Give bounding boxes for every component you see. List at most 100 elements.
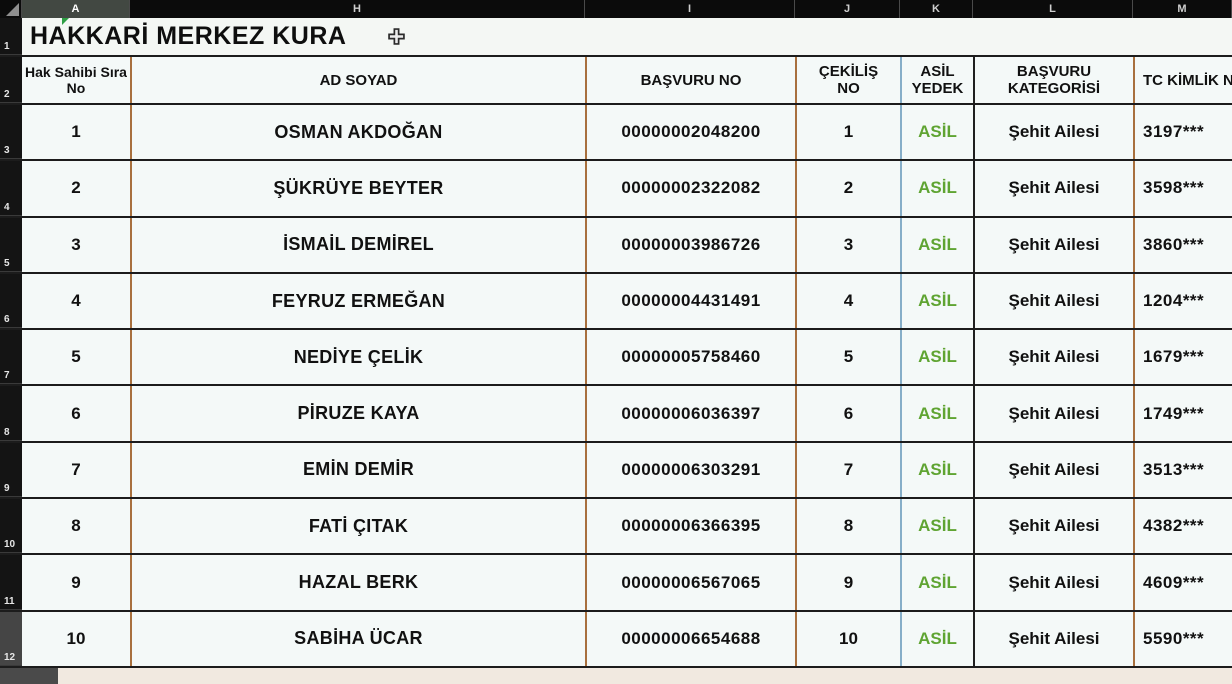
row-number[interactable]: 7 <box>0 330 22 385</box>
column-header-i[interactable]: I <box>585 0 795 18</box>
row-number[interactable]: 12 <box>0 611 22 666</box>
cell-basvuru-kategorisi[interactable]: Şehit Ailesi <box>973 442 1133 498</box>
cell-sira-no[interactable]: 5 <box>22 330 130 385</box>
column-header-j[interactable]: J <box>795 0 900 18</box>
cell-tc-kimlik[interactable]: 3513*** <box>1133 442 1232 498</box>
cell-ad-soyad[interactable]: FEYRUZ ERMEĞAN <box>130 273 585 329</box>
cell-cekilis-no[interactable]: 4 <box>795 273 900 329</box>
row-number[interactable]: 6 <box>0 273 22 329</box>
cell-basvuru-no[interactable]: 00000006567065 <box>585 555 795 610</box>
cell-ad-soyad[interactable]: NEDİYE ÇELİK <box>130 330 585 385</box>
column-header-k[interactable]: K <box>900 0 973 18</box>
cell-tc-kimlik[interactable]: 1679*** <box>1133 330 1232 385</box>
cell-basvuru-kategorisi[interactable]: Şehit Ailesi <box>973 330 1133 385</box>
row-number[interactable]: 3 <box>0 105 22 160</box>
column-header-l[interactable]: L <box>973 0 1133 18</box>
cell-basvuru-no[interactable]: 00000006036397 <box>585 386 795 441</box>
cell-sira-no[interactable]: 1 <box>22 105 130 160</box>
cell-basvuru-kategorisi[interactable]: Şehit Ailesi <box>973 273 1133 329</box>
row-number[interactable]: 4 <box>0 161 22 216</box>
cell-ad-soyad[interactable]: HAZAL BERK <box>130 555 585 610</box>
title-row: 1 HAKKARİ MERKEZ KURA <box>0 18 1232 57</box>
cell-sira-no[interactable]: 2 <box>22 161 130 216</box>
cell-ad-soyad[interactable]: ŞÜKRÜYE BEYTER <box>130 161 585 216</box>
header-basvuru-no[interactable]: BAŞVURU NO <box>585 57 795 103</box>
row-number[interactable]: 9 <box>0 442 22 498</box>
bottom-left-corner <box>0 667 58 684</box>
cell-basvuru-kategorisi[interactable]: Şehit Ailesi <box>973 217 1133 272</box>
cell-ad-soyad[interactable]: İSMAİL DEMİREL <box>130 217 585 272</box>
cell-basvuru-kategorisi[interactable]: Şehit Ailesi <box>973 386 1133 441</box>
row-number[interactable]: 1 <box>0 18 22 55</box>
sheet-title-cell[interactable]: HAKKARİ MERKEZ KURA <box>22 18 1232 55</box>
cell-cekilis-no[interactable]: 9 <box>795 555 900 610</box>
column-header-h[interactable]: H <box>130 0 585 18</box>
cell-ad-soyad[interactable]: OSMAN AKDOĞAN <box>130 105 585 160</box>
cell-asil-yedek[interactable]: ASİL <box>900 499 973 554</box>
cell-basvuru-no[interactable]: 00000002322082 <box>585 161 795 216</box>
cell-asil-yedek[interactable]: ASİL <box>900 217 973 272</box>
row-number[interactable]: 5 <box>0 217 22 272</box>
cell-tc-kimlik[interactable]: 5590*** <box>1133 611 1232 666</box>
cell-sira-no[interactable]: 10 <box>22 611 130 666</box>
cell-basvuru-no[interactable]: 00000006366395 <box>585 499 795 554</box>
cell-basvuru-kategorisi[interactable]: Şehit Ailesi <box>973 611 1133 666</box>
cell-basvuru-kategorisi[interactable]: Şehit Ailesi <box>973 499 1133 554</box>
cell-asil-yedek[interactable]: ASİL <box>900 105 973 160</box>
cell-basvuru-no[interactable]: 00000006303291 <box>585 442 795 498</box>
cell-ad-soyad[interactable]: PİRUZE KAYA <box>130 386 585 441</box>
row-number[interactable]: 2 <box>0 57 22 103</box>
cell-sira-no[interactable]: 3 <box>22 217 130 272</box>
select-all-corner[interactable] <box>0 0 22 18</box>
cell-tc-kimlik[interactable]: 3598*** <box>1133 161 1232 216</box>
column-header-m[interactable]: M <box>1133 0 1232 18</box>
header-basvuru-kategorisi[interactable]: BAŞVURU KATEGORİSİ <box>973 57 1133 103</box>
cell-cekilis-no[interactable]: 8 <box>795 499 900 554</box>
cell-basvuru-no[interactable]: 00000005758460 <box>585 330 795 385</box>
cell-cekilis-no[interactable]: 10 <box>795 611 900 666</box>
header-asil-yedek[interactable]: ASİL YEDEK <box>900 57 973 103</box>
cell-sira-no[interactable]: 6 <box>22 386 130 441</box>
cell-tc-kimlik[interactable]: 3197*** <box>1133 105 1232 160</box>
cell-tc-kimlik[interactable]: 1749*** <box>1133 386 1232 441</box>
cell-cekilis-no[interactable]: 2 <box>795 161 900 216</box>
cell-tc-kimlik[interactable]: 4609*** <box>1133 555 1232 610</box>
cell-sira-no[interactable]: 7 <box>22 442 130 498</box>
cell-ad-soyad[interactable]: SABİHA ÜCAR <box>130 611 585 666</box>
cell-basvuru-kategorisi[interactable]: Şehit Ailesi <box>973 105 1133 160</box>
cell-basvuru-kategorisi[interactable]: Şehit Ailesi <box>973 555 1133 610</box>
cell-cekilis-no[interactable]: 7 <box>795 442 900 498</box>
cell-sira-no[interactable]: 4 <box>22 273 130 329</box>
cell-asil-yedek[interactable]: ASİL <box>900 611 973 666</box>
cell-basvuru-kategorisi[interactable]: Şehit Ailesi <box>973 161 1133 216</box>
cell-basvuru-no[interactable]: 00000004431491 <box>585 273 795 329</box>
cell-cekilis-no[interactable]: 6 <box>795 386 900 441</box>
cell-tc-kimlik[interactable]: 4382*** <box>1133 499 1232 554</box>
cell-asil-yedek[interactable]: ASİL <box>900 386 973 441</box>
cell-asil-yedek[interactable]: ASİL <box>900 555 973 610</box>
header-sira-no[interactable]: Hak Sahibi Sıra No <box>22 57 130 103</box>
cell-basvuru-no[interactable]: 00000002048200 <box>585 105 795 160</box>
header-cekilis-no[interactable]: ÇEKİLİŞ NO <box>795 57 900 103</box>
cell-cekilis-no[interactable]: 5 <box>795 330 900 385</box>
cell-asil-yedek[interactable]: ASİL <box>900 273 973 329</box>
column-header-a[interactable]: A <box>22 0 130 18</box>
cell-sira-no[interactable]: 8 <box>22 499 130 554</box>
cell-ad-soyad[interactable]: FATİ ÇITAK <box>130 499 585 554</box>
cell-sira-no[interactable]: 9 <box>22 555 130 610</box>
cell-tc-kimlik[interactable]: 3860*** <box>1133 217 1232 272</box>
cell-tc-kimlik[interactable]: 1204*** <box>1133 273 1232 329</box>
header-ad-soyad[interactable]: AD SOYAD <box>130 57 585 103</box>
row-number[interactable]: 10 <box>0 499 22 554</box>
row-number[interactable]: 8 <box>0 386 22 441</box>
cell-asil-yedek[interactable]: ASİL <box>900 442 973 498</box>
cell-basvuru-no[interactable]: 00000006654688 <box>585 611 795 666</box>
cell-basvuru-no[interactable]: 00000003986726 <box>585 217 795 272</box>
cell-asil-yedek[interactable]: ASİL <box>900 330 973 385</box>
cell-ad-soyad[interactable]: EMİN DEMİR <box>130 442 585 498</box>
row-number[interactable]: 11 <box>0 555 22 610</box>
cell-cekilis-no[interactable]: 3 <box>795 217 900 272</box>
cell-asil-yedek[interactable]: ASİL <box>900 161 973 216</box>
header-tc-kimlik[interactable]: TC KİMLİK NO <box>1133 57 1232 103</box>
cell-cekilis-no[interactable]: 1 <box>795 105 900 160</box>
